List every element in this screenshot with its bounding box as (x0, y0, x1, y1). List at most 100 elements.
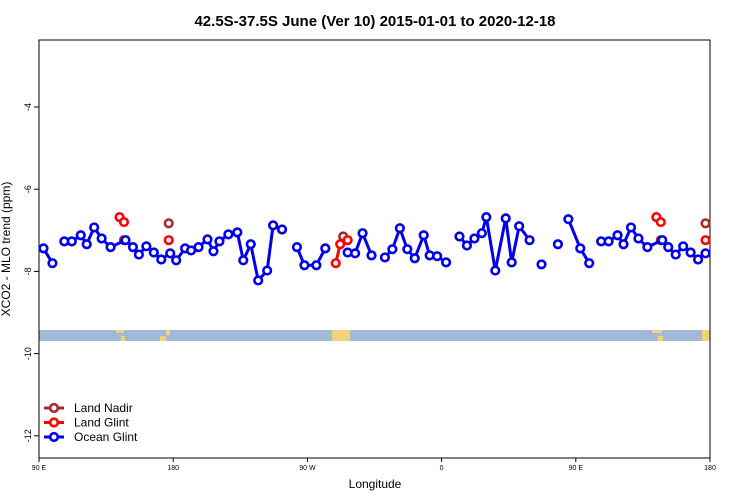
point (120, 235, 131, 246)
point (299, 260, 310, 271)
x-tick-label: 90 E (569, 465, 584, 472)
point (268, 220, 279, 231)
point (514, 221, 525, 232)
point (262, 265, 273, 276)
point (165, 248, 176, 259)
point (276, 224, 288, 235)
point (311, 260, 322, 271)
point (700, 218, 711, 229)
point (506, 257, 517, 268)
point (366, 250, 377, 261)
x-tick-label: 90 E (32, 465, 47, 472)
point (454, 231, 465, 242)
point (163, 235, 174, 246)
point (342, 235, 353, 246)
point (118, 216, 130, 228)
point (524, 235, 535, 246)
point (603, 236, 614, 247)
point (642, 242, 653, 253)
point (208, 246, 219, 257)
point (96, 233, 107, 244)
point (141, 241, 152, 252)
point (461, 240, 473, 251)
point (394, 223, 405, 234)
point (584, 258, 595, 269)
x-tick-label: 180 (167, 465, 179, 472)
legend-label: Land Nadir (74, 401, 133, 415)
point (440, 257, 452, 268)
point (700, 248, 711, 259)
point (81, 239, 92, 250)
point (245, 239, 256, 250)
legend-label: Ocean Glint (74, 430, 138, 444)
point (563, 214, 574, 225)
point (678, 241, 689, 252)
point (469, 233, 480, 244)
point (387, 244, 398, 255)
point (633, 233, 644, 244)
legend-marker (48, 417, 60, 428)
y-tick-label: -6 (23, 185, 33, 193)
point (335, 239, 346, 250)
point (163, 218, 174, 229)
point (320, 243, 331, 254)
point (38, 243, 49, 254)
legend-marker (48, 402, 60, 414)
point (253, 275, 264, 286)
point (432, 251, 443, 262)
plot-frame (38, 39, 711, 459)
point (670, 249, 681, 260)
legend-label: Land Glint (74, 416, 129, 430)
point (663, 242, 674, 253)
chart-title: 42.5S-37.5S June (Ver 10) 2015-01-01 to … (194, 13, 555, 30)
point (418, 230, 429, 241)
point (409, 253, 420, 264)
point (625, 222, 637, 233)
x-tick-label: 0 (440, 465, 444, 472)
point (476, 228, 487, 239)
point (685, 247, 696, 258)
point (232, 227, 243, 238)
point (357, 228, 368, 239)
point (133, 249, 145, 260)
point (223, 229, 234, 240)
y-axis-label: XCO2 - MLO trend (ppm) (0, 182, 13, 317)
point (536, 259, 547, 270)
point (402, 244, 413, 255)
y-tick-label: -10 (23, 347, 33, 360)
point (379, 252, 391, 263)
point (75, 230, 86, 241)
point (47, 258, 58, 269)
legend-marker (48, 431, 60, 443)
point (105, 242, 116, 253)
x-tick-label: 180 (704, 465, 716, 472)
point (500, 213, 511, 224)
y-tick-label: -4 (23, 103, 33, 111)
point (575, 243, 586, 254)
point (89, 222, 100, 233)
point (238, 255, 249, 266)
point (657, 235, 668, 246)
point (214, 236, 225, 247)
point (156, 254, 167, 265)
y-tick-label: -8 (23, 267, 33, 275)
point (330, 258, 341, 269)
point (481, 212, 492, 223)
point (700, 235, 711, 246)
point (350, 248, 361, 259)
point (148, 247, 159, 258)
point (490, 265, 501, 276)
x-axis-label: Longitude (349, 477, 402, 491)
point (202, 234, 213, 245)
point (552, 239, 564, 250)
point (618, 239, 629, 250)
point (171, 255, 182, 266)
land-mask-strip (39, 330, 710, 341)
x-tick-label: 90 W (299, 465, 316, 472)
point (66, 236, 77, 247)
point (612, 230, 623, 241)
point (291, 242, 303, 253)
y-tick-label: -12 (23, 429, 33, 442)
point (692, 254, 704, 265)
